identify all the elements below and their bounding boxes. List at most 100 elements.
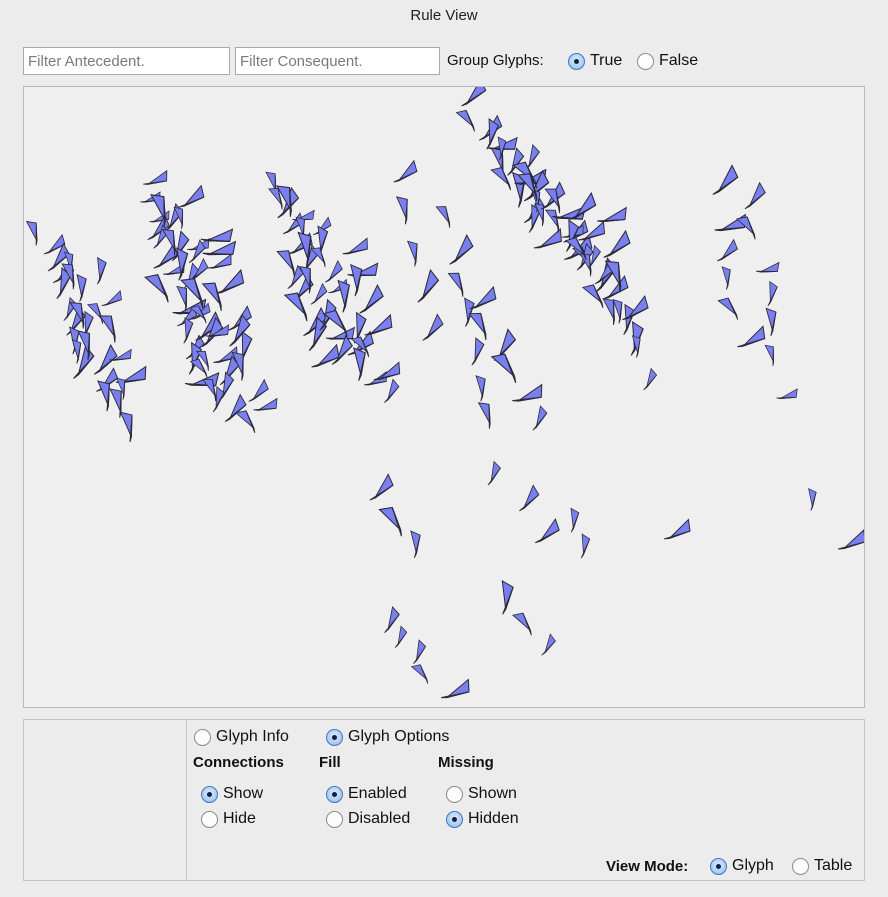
- connections-show-radio[interactable]: Show: [201, 785, 263, 803]
- rule-glyph[interactable]: [601, 274, 632, 305]
- rule-glyph[interactable]: [309, 343, 343, 374]
- rule-glyph[interactable]: [414, 268, 441, 306]
- rule-glyph[interactable]: [222, 393, 249, 426]
- rule-glyph[interactable]: [98, 312, 122, 344]
- rule-glyph[interactable]: [721, 266, 732, 290]
- rule-glyph[interactable]: [310, 245, 330, 269]
- rule-glyph[interactable]: [161, 227, 181, 257]
- rule-glyph[interactable]: [115, 377, 129, 400]
- rule-glyph[interactable]: [216, 371, 235, 402]
- rule-glyph[interactable]: [620, 295, 652, 325]
- rule-glyph[interactable]: [395, 195, 412, 225]
- rule-glyph[interactable]: [189, 356, 212, 379]
- rule-glyph[interactable]: [25, 219, 42, 246]
- rule-glyph[interactable]: [511, 383, 546, 408]
- rule-glyph[interactable]: [177, 184, 208, 213]
- rule-glyph[interactable]: [97, 379, 114, 412]
- rule-glyph[interactable]: [275, 183, 298, 218]
- rule-glyph[interactable]: [534, 202, 548, 227]
- rule-glyph[interactable]: [601, 229, 634, 263]
- rule-glyph[interactable]: [776, 388, 800, 403]
- rule-glyph[interactable]: [485, 460, 501, 488]
- rule-glyph[interactable]: [662, 518, 694, 544]
- rule-glyph[interactable]: [420, 313, 446, 344]
- rule-glyph[interactable]: [612, 298, 624, 324]
- rule-glyph[interactable]: [91, 343, 120, 379]
- rule-glyph[interactable]: [176, 285, 191, 312]
- rule-glyph[interactable]: [468, 309, 492, 342]
- rule-glyph[interactable]: [393, 625, 408, 649]
- rule-glyph[interactable]: [517, 484, 542, 514]
- rule-glyph[interactable]: [564, 234, 591, 262]
- rule-glyph[interactable]: [207, 253, 235, 273]
- rule-glyph[interactable]: [109, 348, 134, 365]
- rule-glyph[interactable]: [578, 533, 591, 559]
- rule-glyph[interactable]: [42, 233, 68, 259]
- rule-glyph[interactable]: [717, 295, 742, 322]
- rule-glyph[interactable]: [144, 270, 174, 304]
- rule-glyph[interactable]: [586, 244, 602, 270]
- rule-glyph[interactable]: [100, 289, 124, 310]
- rule-glyph[interactable]: [362, 313, 396, 341]
- rule-glyph[interactable]: [523, 143, 541, 172]
- connections-hide-radio[interactable]: Hide: [201, 810, 256, 828]
- rule-glyph[interactable]: [201, 279, 228, 313]
- view-mode-glyph-radio[interactable]: Glyph: [710, 857, 774, 875]
- rule-glyph[interactable]: [765, 307, 777, 337]
- rule-glyph[interactable]: [173, 206, 187, 230]
- rule-glyph[interactable]: [187, 239, 208, 266]
- rule-glyph[interactable]: [323, 260, 345, 286]
- rule-glyph[interactable]: [764, 343, 778, 367]
- rule-glyph[interactable]: [329, 334, 355, 368]
- rule-glyph[interactable]: [298, 264, 316, 294]
- rule-glyph[interactable]: [604, 258, 628, 294]
- rule-glyph[interactable]: [517, 170, 543, 203]
- group-glyphs-false-radio[interactable]: False: [637, 52, 698, 70]
- rule-glyph[interactable]: [715, 238, 740, 266]
- rule-glyph[interactable]: [378, 503, 408, 538]
- rule-glyph[interactable]: [755, 261, 781, 276]
- rule-glyph[interactable]: [61, 261, 79, 290]
- rule-glyph[interactable]: [77, 329, 94, 361]
- rule-glyph[interactable]: [196, 348, 213, 372]
- glyph-info-radio[interactable]: Glyph Info: [194, 728, 289, 746]
- rule-glyph[interactable]: [512, 610, 536, 637]
- rule-glyph[interactable]: [350, 334, 374, 359]
- rule-glyph[interactable]: [544, 185, 565, 214]
- rule-glyph[interactable]: [475, 375, 487, 402]
- rule-glyph[interactable]: [490, 350, 522, 386]
- rule-glyph[interactable]: [71, 339, 82, 364]
- rule-glyph[interactable]: [735, 325, 769, 353]
- rule-glyph[interactable]: [151, 242, 181, 273]
- rule-glyph[interactable]: [45, 242, 72, 275]
- rule-glyph[interactable]: [285, 264, 305, 292]
- rule-glyph[interactable]: [406, 240, 421, 267]
- rule-glyph[interactable]: [367, 473, 396, 505]
- rule-glyph[interactable]: [568, 507, 580, 533]
- rule-glyph[interactable]: [119, 410, 137, 443]
- rule-glyph[interactable]: [109, 387, 126, 419]
- rule-glyph[interactable]: [462, 297, 475, 327]
- rule-glyph[interactable]: [350, 263, 363, 297]
- rule-glyph[interactable]: [567, 191, 600, 225]
- rule-glyph[interactable]: [602, 296, 620, 325]
- rule-glyph[interactable]: [382, 606, 401, 635]
- filter-antecedent-input[interactable]: [23, 47, 230, 75]
- rule-glyph[interactable]: [322, 307, 353, 339]
- rule-glyph[interactable]: [530, 405, 548, 433]
- rule-glyph[interactable]: [246, 378, 271, 406]
- glyph-canvas[interactable]: [23, 86, 865, 708]
- rule-glyph[interactable]: [544, 207, 564, 234]
- rule-glyph-plot[interactable]: [24, 87, 864, 707]
- rule-glyph[interactable]: [765, 280, 778, 307]
- rule-glyph[interactable]: [742, 181, 768, 213]
- rule-glyph[interactable]: [188, 258, 211, 285]
- rule-glyph[interactable]: [309, 282, 329, 308]
- rule-glyph[interactable]: [539, 633, 557, 658]
- rule-glyph[interactable]: [596, 206, 630, 228]
- rule-glyph[interactable]: [268, 185, 287, 211]
- rule-glyph[interactable]: [372, 361, 404, 385]
- rule-glyph[interactable]: [352, 347, 366, 381]
- rule-glyph[interactable]: [305, 316, 328, 353]
- rule-glyph[interactable]: [808, 488, 817, 511]
